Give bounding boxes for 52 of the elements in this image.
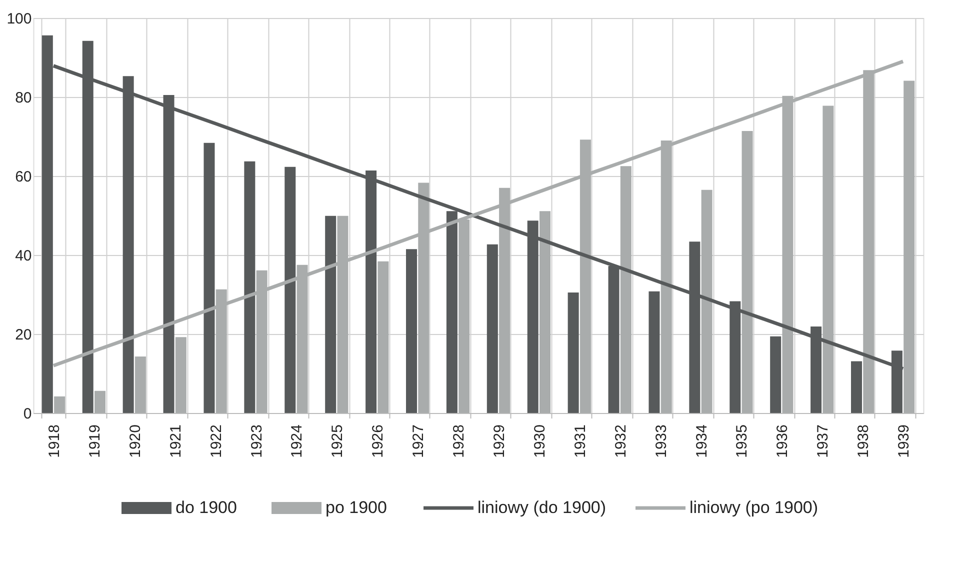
bar [904, 80, 915, 413]
bar [175, 337, 186, 413]
bar [244, 161, 256, 413]
x-tick-label: 1923 [248, 424, 266, 458]
bar [568, 292, 579, 413]
bar [540, 211, 550, 413]
x-tick-label: 1937 [814, 424, 832, 458]
y-tick-label: 60 [15, 168, 32, 186]
x-tick-label: 1930 [531, 424, 548, 458]
bar [648, 291, 660, 413]
x-tick-label: 1927 [410, 424, 428, 458]
y-tick-label: 100 [6, 10, 32, 28]
x-tick-label: 1919 [86, 424, 104, 458]
bar [822, 106, 834, 413]
bar [325, 216, 336, 413]
legend-label: liniowy (po 1900) [690, 498, 818, 517]
bar [378, 261, 389, 413]
y-tick-label: 20 [15, 326, 32, 344]
x-tick-label: 1928 [450, 424, 468, 458]
x-tick-label: 1920 [126, 424, 144, 458]
bar [851, 361, 862, 413]
x-tick-label: 1934 [693, 424, 710, 458]
bar [54, 396, 66, 413]
bar [701, 190, 712, 413]
bar [406, 249, 417, 413]
bar [134, 356, 146, 413]
bar [770, 336, 782, 413]
bar [486, 244, 498, 413]
x-tick-label: 1936 [774, 424, 792, 458]
x-tick-label: 1924 [288, 424, 306, 458]
x-tick-label: 1932 [612, 424, 630, 458]
x-tick-label: 1918 [46, 424, 63, 458]
y-tick-label: 80 [15, 90, 32, 106]
x-tick-label: 1921 [167, 424, 184, 458]
x-tick-label: 1926 [370, 424, 387, 458]
x-tick-label: 1929 [490, 424, 508, 458]
bar [204, 142, 215, 413]
x-tick-label: 1933 [652, 424, 670, 458]
y-tick-label: 0 [23, 406, 32, 422]
x-tick-label: 1922 [208, 424, 225, 458]
x-tick-label: 1938 [855, 424, 872, 458]
bar [742, 130, 753, 413]
x-tick-label: 1939 [896, 424, 913, 458]
legend-label: liniowy (do 1900) [478, 498, 606, 517]
x-tick-label: 1935 [734, 424, 751, 458]
bar [284, 166, 296, 413]
x-tick-label: 1931 [572, 424, 589, 458]
y-tick-label: 40 [15, 248, 32, 264]
x-tick-label: 1925 [329, 424, 346, 458]
legend-label: po 1900 [326, 498, 387, 517]
legend-label: do 1900 [176, 498, 237, 517]
bar [94, 390, 106, 413]
